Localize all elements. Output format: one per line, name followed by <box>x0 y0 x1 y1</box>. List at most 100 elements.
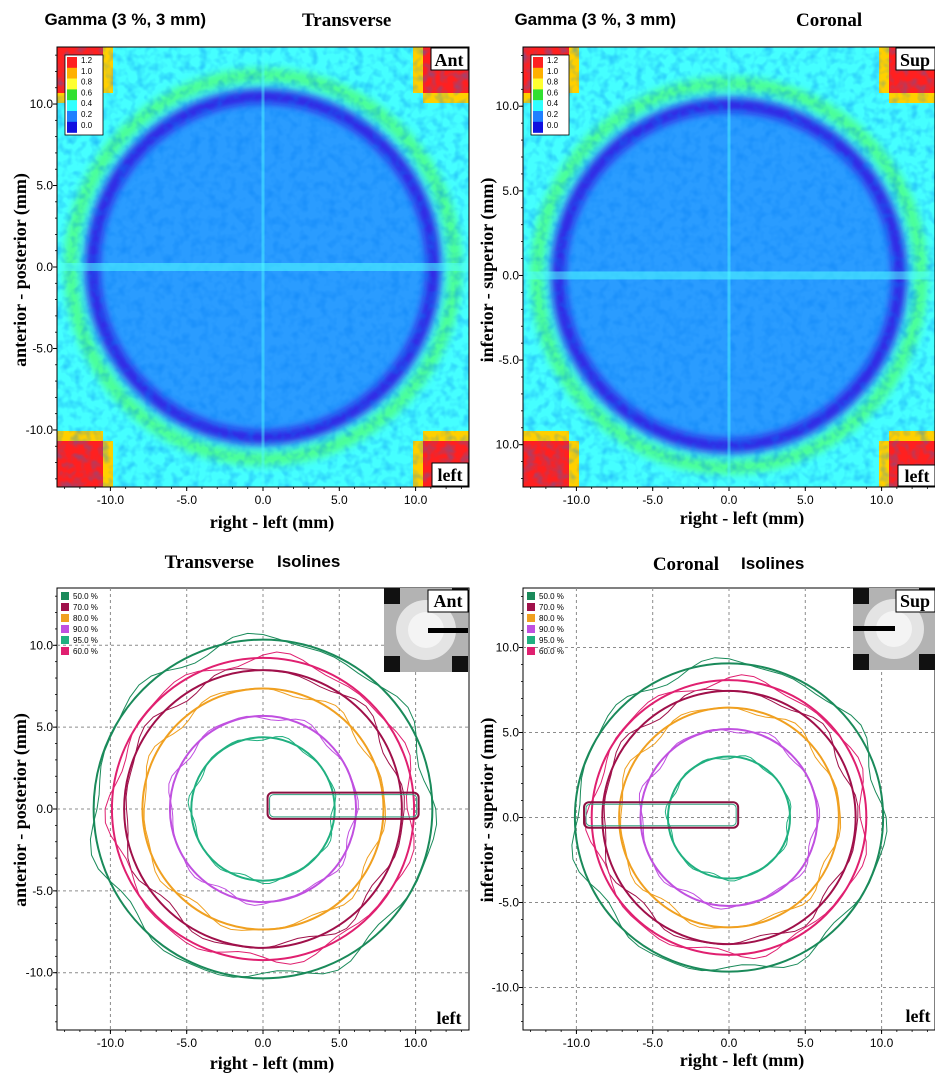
isoline-calculated <box>168 714 358 904</box>
y-tick-label: 10.0 <box>496 438 520 452</box>
colorbar-tick-label: 0.4 <box>547 99 559 108</box>
y-axis-label: inferior - superior (mm) <box>477 718 498 903</box>
x-tick-label: -10.0 <box>97 493 125 507</box>
legend-swatch <box>527 647 535 655</box>
colorbar: 1.2 1.0 0.80.6 0.4 0.2 0.0 <box>530 54 570 136</box>
legend-label: 80.0 % <box>73 614 98 623</box>
orientation-label-left: left <box>438 465 463 485</box>
y-tick-label: 10.0 <box>30 638 54 652</box>
isoline-calculated <box>110 656 416 962</box>
y-tick-label: -5.0 <box>32 884 53 898</box>
isoline-measured <box>584 674 867 960</box>
x-tick-label: 5.0 <box>797 493 814 507</box>
x-tick-label: -5.0 <box>642 1036 663 1050</box>
y-tick-label: 0.0 <box>502 811 519 825</box>
x-tick-label: -5.0 <box>176 1036 197 1050</box>
orientation-label-top: Sup <box>895 47 935 71</box>
colorbar-tick-label: 0.8 <box>547 78 559 87</box>
isoline-measured <box>603 688 859 945</box>
x-tick-label: 0.0 <box>255 493 272 507</box>
x-tick-label: 10.0 <box>404 493 428 507</box>
y-tick-label: 10.0 <box>496 641 520 655</box>
legend-label: 50.0 % <box>73 592 98 601</box>
legend-label: 60.0 % <box>539 647 564 656</box>
y-tick-label: -10.0 <box>26 966 54 980</box>
isoline-calculated <box>573 662 885 973</box>
legend-swatch <box>527 592 535 600</box>
isoline-calculated <box>590 679 868 956</box>
slot-outline-inner <box>585 803 737 827</box>
heatmap-center-band <box>523 271 935 280</box>
legend-swatch <box>61 603 69 611</box>
legend-label: 50.0 % <box>539 592 564 601</box>
y-tick-label: 10.0 <box>496 99 520 113</box>
isoline-measured <box>187 735 337 884</box>
colorbar-swatch <box>67 67 77 79</box>
colorbar-swatch <box>533 78 543 90</box>
x-tick-label: -10.0 <box>97 1036 125 1050</box>
isoline-measured <box>638 728 821 910</box>
colorbar-tick-label: 0.6 <box>547 88 559 97</box>
y-axis-label: anterior - posterior (mm) <box>10 173 31 367</box>
colorbar-tick-label: 1.2 <box>547 56 559 65</box>
legend-label: 70.0 % <box>539 603 564 612</box>
x-axis-label: right - left (mm) <box>680 1050 804 1071</box>
legend: 50.0 % 70.0 % 80.0 % 90.0 % 95.0 % 60.0 % <box>527 592 564 656</box>
panel-title-b: Isolines <box>277 552 340 571</box>
isoline-measured <box>571 657 888 972</box>
y-tick-label: 5.0 <box>36 720 53 734</box>
colorbar-tick-label: 1.0 <box>547 67 559 76</box>
legend-swatch <box>527 625 535 633</box>
isolines <box>571 657 888 973</box>
legend-label: 70.0 % <box>73 603 98 612</box>
isoline-measured <box>89 632 438 978</box>
panel-title-b: Coronal <box>796 10 862 31</box>
colorbar-tick-label: 0.2 <box>81 110 93 119</box>
x-tick-label: 0.0 <box>255 1036 272 1050</box>
y-tick-label: 0.0 <box>36 260 53 274</box>
colorbar-swatch <box>533 89 543 101</box>
isoline-calculated <box>618 706 840 929</box>
legend-label: 95.0 % <box>539 636 564 645</box>
legend-swatch <box>527 603 535 611</box>
isoline-measured <box>620 706 842 929</box>
panel-title-a: Transverse <box>165 552 254 573</box>
isoline-measured <box>168 715 359 906</box>
orientation-label-left: left <box>906 1006 931 1026</box>
legend-swatch <box>527 636 535 644</box>
x-tick-label: 10.0 <box>870 493 894 507</box>
orientation-label-ant: Ant <box>434 50 463 70</box>
isoline-calculated <box>92 638 434 980</box>
panel-title-a: Gamma (3 %, 3 mm) <box>44 10 206 29</box>
orientation-label-left: left <box>905 466 930 486</box>
gamma-transverse-heatmap: 1.2 1.0 0.80.6 0.4 0.2 0.0 -10.0 -5.0 0.0 5.0 10.0… <box>26 46 470 507</box>
legend-swatch <box>61 614 69 622</box>
orientation-label-sup: Sup <box>900 50 930 70</box>
orientation-label-top: Ant <box>430 47 469 71</box>
isoline-calculated <box>141 687 385 931</box>
x-axis-label: right - left (mm) <box>210 512 334 533</box>
orientation-label-bottom: left <box>431 462 469 487</box>
colorbar-swatch <box>533 57 543 68</box>
panel-title-a: Gamma (3 %, 3 mm) <box>514 10 676 29</box>
x-tick-label: 10.0 <box>404 1036 428 1050</box>
y-tick-label: -5.0 <box>32 341 53 355</box>
orientation-label-bottom: left <box>897 464 935 487</box>
isoline-calculated <box>123 669 403 949</box>
y-tick-label: 5.0 <box>502 184 519 198</box>
heatmap-image <box>57 47 469 487</box>
colorbar-tick-label: 1.2 <box>81 56 93 65</box>
legend-label: 80.0 % <box>539 614 564 623</box>
isoline-measured <box>143 687 387 931</box>
legend-swatch <box>61 592 69 600</box>
x-tick-label: 0.0 <box>721 1036 738 1050</box>
y-tick-label: -5.0 <box>498 896 519 910</box>
x-tick-label: 10.0 <box>870 1036 894 1050</box>
legend: 50.0 % 70.0 % 80.0 % 90.0 % 95.0 % 60.0 % <box>61 592 98 656</box>
heatmap-center-band <box>57 263 469 271</box>
isoline-measured <box>125 667 405 949</box>
x-tick-label: 5.0 <box>331 493 348 507</box>
legend-swatch <box>61 647 69 655</box>
y-tick-label: 0.0 <box>36 802 53 816</box>
